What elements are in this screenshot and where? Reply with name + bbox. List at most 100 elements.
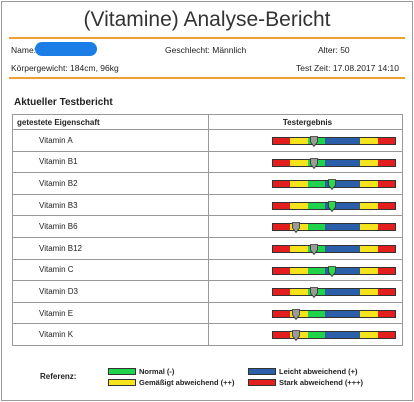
result-scale-bar: [272, 287, 396, 299]
result-marker-icon: [327, 265, 336, 277]
scale-segment: [325, 245, 343, 252]
vitamin-name: Vitamin B1: [12, 150, 209, 174]
result-marker-icon: [327, 200, 336, 212]
scale-segment: [360, 332, 378, 339]
scale-segment: [325, 224, 343, 231]
vitamin-name: Vitamin K: [12, 323, 209, 346]
result-marker-icon: [292, 308, 301, 320]
age-info: Alter: 50: [318, 45, 350, 55]
scale-segment: [342, 181, 361, 188]
scale-segment: [290, 202, 308, 209]
scale-segment: [290, 245, 308, 252]
scale-segment: [307, 267, 326, 274]
result-cell: [208, 301, 403, 325]
result-marker-icon: [310, 136, 319, 147]
result-cell: [208, 236, 403, 260]
scale-segment: [342, 159, 361, 166]
scale-segment: [307, 202, 326, 209]
legend-text-strong: Stark abweichend (+++): [279, 378, 363, 387]
scale-segment: [342, 289, 361, 296]
scale-segment: [290, 289, 308, 296]
scale-segment: [325, 332, 343, 339]
table-row: Vitamin B6: [12, 215, 403, 238]
legend-item-strong: Stark abweichend (+++): [248, 378, 363, 387]
scale-segment: [342, 138, 361, 144]
result-cell: [208, 323, 403, 346]
scale-segment: [342, 224, 361, 231]
result-cell: [208, 193, 403, 217]
scale-segment: [307, 332, 326, 339]
table-row: Vitamin E: [12, 301, 403, 325]
result-cell: [208, 258, 403, 282]
vitamin-name: Vitamin E: [12, 301, 209, 325]
table-row: Vitamin C: [12, 258, 403, 282]
scale-segment: [360, 267, 378, 274]
vitamin-name: Vitamin C: [12, 258, 209, 282]
scale-segment: [360, 138, 378, 144]
scale-segment: [325, 310, 343, 317]
scale-segment: [273, 310, 291, 317]
table-row: Vitamin B1: [12, 150, 403, 174]
section-title: Aktueller Testbericht: [14, 97, 113, 108]
header-rule-bottom: [9, 77, 405, 79]
result-scale-bar: [272, 265, 396, 277]
result-scale-bar: [272, 136, 396, 147]
scale-segment: [290, 159, 308, 166]
result-scale-bar: [272, 157, 396, 169]
legend-text-moderate: Gemäßigt abweichend (++): [139, 378, 235, 387]
scale-segment: [273, 332, 291, 339]
scale-segment: [273, 245, 291, 252]
table-row: Vitamin B12: [12, 236, 403, 260]
scale-segment: [325, 159, 343, 166]
scale-segment: [273, 138, 291, 144]
scale-segment: [377, 332, 395, 339]
table-row: Vitamin D3: [12, 280, 403, 303]
report-title: (Vitamine) Analyse-Bericht: [83, 8, 331, 31]
scale-segment: [377, 202, 395, 209]
vitamin-name: Vitamin D3: [12, 280, 209, 303]
legend-swatch-strong: [248, 379, 276, 386]
results-table: getestete Eigenschaft Testergebnis Vitam…: [12, 114, 403, 346]
result-cell: [208, 150, 403, 174]
scale-segment: [290, 181, 308, 188]
scale-segment: [377, 138, 395, 144]
legend-label: Referenz:: [40, 372, 77, 381]
gender-info: Geschlecht: Männlich: [165, 45, 247, 55]
vitamin-name: Vitamin A: [12, 129, 209, 152]
scale-segment: [273, 159, 291, 166]
table-row: Vitamin B2: [12, 172, 403, 195]
scale-segment: [307, 224, 326, 231]
result-scale-bar: [272, 330, 396, 342]
table-row: Vitamin B3: [12, 193, 403, 217]
col-result-header: Testergebnis: [208, 114, 403, 130]
scale-segment: [377, 224, 395, 231]
result-scale-bar: [272, 200, 396, 212]
body-info: Körpergewicht: 184cm, 96kg: [11, 63, 119, 73]
result-cell: [208, 215, 403, 238]
legend-text-slight: Leicht abweichend (+): [279, 367, 358, 376]
table-row: Vitamin A: [12, 129, 403, 152]
scale-segment: [290, 138, 308, 144]
legend-swatch-normal: [108, 368, 136, 375]
result-marker-icon: [292, 330, 301, 342]
result-marker-icon: [292, 222, 301, 234]
scale-segment: [377, 267, 395, 274]
legend-item-slight: Leicht abweichend (+): [248, 367, 358, 376]
scale-segment: [377, 181, 395, 188]
scale-segment: [360, 202, 378, 209]
scale-segment: [325, 289, 343, 296]
name-label: Name:: [11, 45, 37, 55]
scale-segment: [360, 181, 378, 188]
result-scale-bar: [272, 179, 396, 191]
legend-swatch-slight: [248, 368, 276, 375]
result-cell: [208, 172, 403, 195]
scale-segment: [377, 289, 395, 296]
name-redaction: [35, 42, 97, 56]
scale-segment: [377, 245, 395, 252]
vitamin-name: Vitamin B12: [12, 236, 209, 260]
vitamin-name: Vitamin B2: [12, 172, 209, 195]
result-marker-icon: [310, 244, 319, 255]
scale-segment: [360, 245, 378, 252]
scale-segment: [342, 332, 361, 339]
